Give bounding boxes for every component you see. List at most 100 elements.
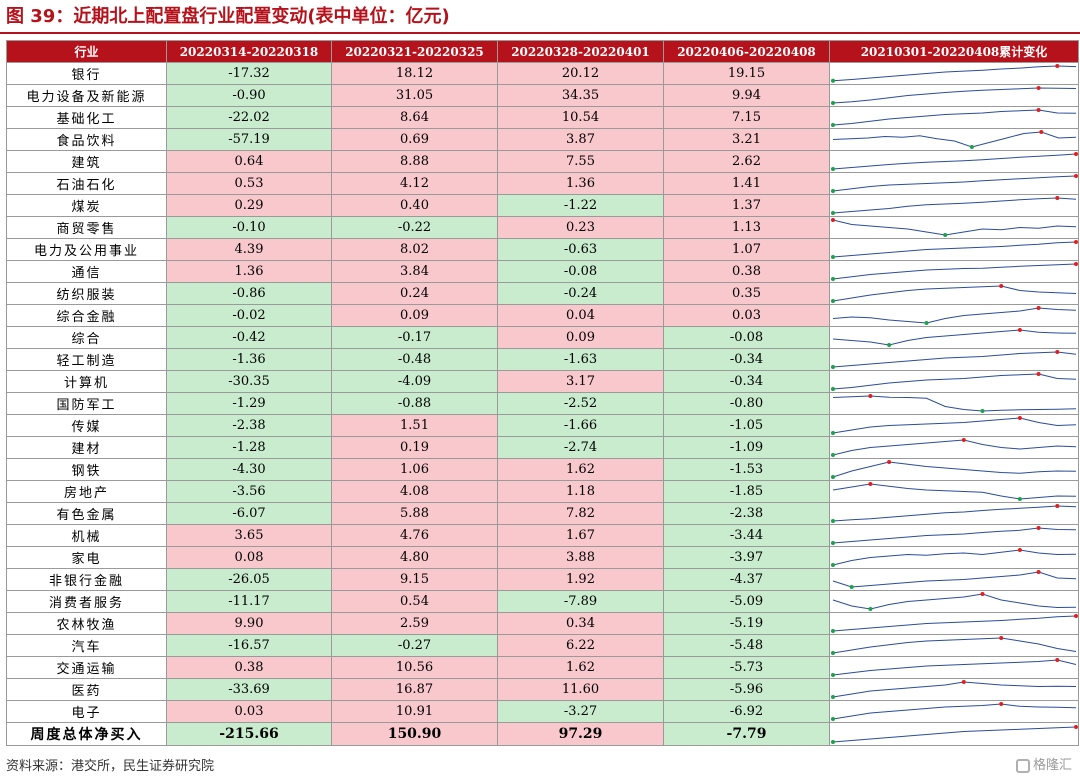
value-cell: -30.35	[166, 370, 332, 393]
sparkline-cell	[829, 656, 1079, 679]
value-cell: -0.80	[663, 392, 830, 415]
sparkline-path	[832, 285, 1077, 302]
max-marker	[999, 636, 1004, 640]
table-row: 机械 3.65 4.76 1.67 -3.44	[6, 524, 1079, 547]
table-row: 综合金融 -0.02 0.09 0.04 0.03	[6, 304, 1079, 327]
sparkline-path	[832, 197, 1077, 214]
table-row: 消费者服务 -11.17 0.54 -7.89 -5.09	[6, 590, 1079, 613]
table-row: 银行 -17.32 18.12 20.12 19.15	[6, 62, 1079, 85]
sparkline	[831, 218, 1077, 237]
table-row: 汽车 -16.57 -0.27 6.22 -5.48	[6, 634, 1079, 657]
value-cell: 150.90	[331, 722, 498, 746]
value-cell: -0.27	[331, 634, 498, 657]
value-cell: -4.30	[166, 458, 332, 481]
table-row: 纺织服装 -0.86 0.24 -0.24 0.35	[6, 282, 1079, 305]
sparkline	[831, 196, 1077, 215]
min-marker	[831, 541, 835, 545]
max-marker	[1017, 416, 1022, 420]
value-cell: 0.69	[331, 128, 498, 151]
value-cell: 9.90	[166, 612, 332, 635]
max-marker	[1039, 130, 1044, 134]
sparkline-cell	[829, 84, 1079, 107]
sparkline-path	[832, 439, 1077, 456]
max-marker	[1036, 108, 1041, 112]
sparkline	[832, 306, 1077, 325]
max-marker	[1055, 504, 1060, 508]
value-cell: 1.37	[663, 194, 830, 217]
sparkline-cell	[829, 260, 1079, 283]
sparkline-path	[832, 549, 1077, 566]
value-cell: 1.41	[663, 172, 830, 195]
value-cell: -3.97	[663, 546, 830, 569]
industry-name: 食品饮料	[6, 128, 167, 151]
value-cell: 0.53	[166, 172, 332, 195]
min-marker	[831, 629, 835, 633]
max-marker	[831, 218, 835, 222]
value-cell: -1.63	[497, 348, 664, 371]
sparkline-cell	[829, 678, 1079, 701]
sparkline-path	[832, 726, 1077, 742]
min-marker	[831, 123, 835, 127]
value-cell: 11.60	[497, 678, 664, 701]
sparkline	[832, 130, 1077, 149]
table-row: 钢铁 -4.30 1.06 1.62 -1.53	[6, 458, 1079, 481]
sparkline-path	[832, 417, 1077, 434]
value-cell: -1.36	[166, 348, 332, 371]
min-marker	[1017, 497, 1022, 501]
value-cell: 0.08	[166, 546, 332, 569]
value-cell: -6.92	[663, 700, 830, 723]
value-cell: 1.36	[166, 260, 332, 283]
value-cell: -2.52	[497, 392, 664, 415]
max-marker	[1055, 64, 1060, 68]
min-marker	[831, 475, 835, 479]
sparkline	[832, 592, 1077, 611]
value-cell: 0.64	[166, 150, 332, 173]
max-marker	[1036, 570, 1041, 574]
sparkline-path	[832, 395, 1077, 412]
value-cell: 4.08	[331, 480, 498, 503]
sparkline	[831, 724, 1078, 744]
value-cell: 2.62	[663, 150, 830, 173]
min-marker	[831, 739, 835, 744]
industry-name: 房地产	[6, 480, 167, 503]
value-cell: 0.23	[497, 216, 664, 239]
industry-name: 计算机	[6, 370, 167, 393]
value-cell: 0.38	[663, 260, 830, 283]
industry-name: 消费者服务	[6, 590, 167, 613]
sparkline	[831, 240, 1078, 259]
max-marker	[1074, 240, 1078, 244]
value-cell: 34.35	[497, 84, 664, 107]
sparkline-cell	[829, 304, 1079, 327]
sparkline-path	[832, 681, 1077, 698]
sparkline-cell	[829, 546, 1079, 569]
max-marker	[961, 438, 966, 442]
header-cumulative: 20210301-20220408累计变化	[829, 40, 1079, 63]
value-cell: -1.09	[663, 436, 830, 459]
value-cell: 0.04	[497, 304, 664, 327]
industry-name: 建筑	[6, 150, 167, 173]
value-cell: -0.90	[166, 84, 332, 107]
max-marker	[1055, 658, 1060, 662]
industry-name: 石油石化	[6, 172, 167, 195]
min-marker	[831, 211, 835, 215]
sparkline	[831, 262, 1078, 281]
industry-name: 商贸零售	[6, 216, 167, 239]
sparkline	[831, 350, 1077, 369]
value-cell: -57.19	[166, 128, 332, 151]
table-row: 电力及公用事业 4.39 8.02 -0.63 1.07	[6, 238, 1079, 261]
value-cell: -2.38	[663, 502, 830, 525]
table-row: 国防军工 -1.29 -0.88 -2.52 -0.80	[6, 392, 1079, 415]
header-week-4: 20220406-20220408	[663, 40, 830, 63]
sparkline-path	[832, 87, 1077, 104]
max-marker	[961, 680, 966, 684]
value-cell: 8.88	[331, 150, 498, 173]
industry-name: 有色金属	[6, 502, 167, 525]
max-marker	[868, 482, 873, 486]
value-cell: -0.10	[166, 216, 332, 239]
min-marker	[831, 717, 835, 721]
value-cell: -0.08	[497, 260, 664, 283]
value-cell: 19.15	[663, 62, 830, 85]
value-cell: -5.09	[663, 590, 830, 613]
value-cell: 1.67	[497, 524, 664, 547]
value-cell: 0.34	[497, 612, 664, 635]
